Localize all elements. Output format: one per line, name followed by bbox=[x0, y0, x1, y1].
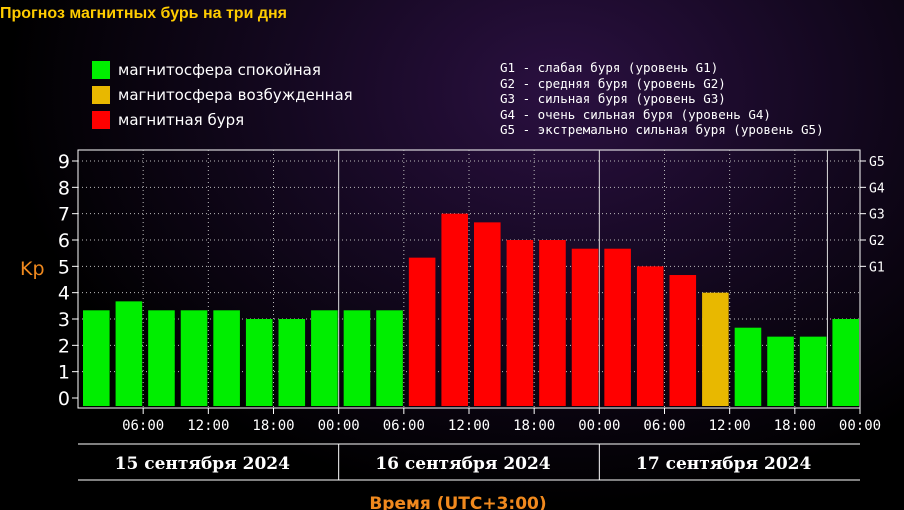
kp-bar bbox=[636, 266, 664, 406]
kp-bar bbox=[441, 213, 468, 406]
kp-bar bbox=[571, 248, 599, 406]
legend-item-quiet: магнитосфера спокойная bbox=[92, 61, 321, 79]
kp-bar bbox=[311, 310, 338, 406]
legend-swatch-storm bbox=[92, 111, 110, 129]
legend-swatch-quiet bbox=[92, 61, 110, 79]
kp-bar bbox=[180, 310, 208, 406]
kp-bar bbox=[343, 310, 371, 406]
x-tick-label: 12:00 bbox=[448, 418, 490, 434]
storm-level-list: G1 - слабая буря (уровень G1) G2 - средн… bbox=[500, 60, 824, 138]
y-tick-label: 4 bbox=[58, 283, 70, 305]
g-tick-label: G1 bbox=[869, 260, 885, 275]
y-tick-label: 0 bbox=[58, 388, 70, 410]
g-tick-label: G4 bbox=[869, 181, 885, 196]
kp-bar bbox=[83, 310, 110, 406]
kp-bar bbox=[278, 319, 306, 406]
y-tick-label: 3 bbox=[58, 309, 70, 331]
kp-bar bbox=[702, 292, 729, 406]
kp-bar bbox=[408, 257, 436, 406]
legend-item-storm: магнитная буря bbox=[92, 111, 244, 129]
legend-label-excited: магнитосфера возбужденная bbox=[118, 86, 353, 104]
kp-bar bbox=[148, 310, 175, 406]
x-tick-label: 06:00 bbox=[122, 418, 164, 434]
day-label: 17 сентября 2024 bbox=[636, 454, 811, 474]
x-tick-label: 06:00 bbox=[643, 418, 685, 434]
storm-level-g3: G3 - сильная буря (уровень G3) bbox=[500, 91, 726, 106]
kp-bar bbox=[376, 310, 403, 406]
kp-bar bbox=[506, 240, 534, 406]
x-tick-label: 18:00 bbox=[774, 418, 816, 434]
kp-bar bbox=[734, 327, 762, 406]
storm-level-g5: G5 - экстремально сильная буря (уровень … bbox=[500, 122, 824, 137]
x-tick-label: 00:00 bbox=[318, 418, 360, 434]
x-tick-label: 18:00 bbox=[252, 418, 294, 434]
kp-bar bbox=[832, 319, 859, 406]
kp-bar bbox=[245, 319, 273, 406]
legend-label-quiet: магнитосфера спокойная bbox=[118, 61, 321, 79]
kp-bar bbox=[767, 336, 794, 406]
kp-bar bbox=[604, 248, 631, 406]
day-label: 15 сентября 2024 bbox=[115, 454, 290, 474]
legend-label-storm: магнитная буря bbox=[118, 111, 245, 129]
g-tick-label: G3 bbox=[869, 208, 885, 223]
x-axis-label: Время (UTC+3:00) bbox=[369, 494, 546, 510]
legend-swatch-excited bbox=[92, 86, 110, 104]
y-tick-label: 1 bbox=[58, 362, 70, 384]
y-tick-label: 9 bbox=[58, 151, 70, 173]
y-axis-label: Kp bbox=[20, 258, 45, 280]
g-tick-label: G5 bbox=[869, 155, 885, 170]
kp-bar bbox=[213, 310, 240, 406]
kp-bar bbox=[474, 222, 501, 406]
kp-bar bbox=[669, 275, 697, 406]
storm-level-g1: G1 - слабая буря (уровень G1) bbox=[500, 60, 719, 75]
y-tick-label: 6 bbox=[58, 230, 70, 252]
day-label: 16 сентября 2024 bbox=[375, 454, 550, 474]
x-tick-label: 00:00 bbox=[839, 418, 881, 434]
x-tick-label: 12:00 bbox=[709, 418, 751, 434]
x-tick-label: 12:00 bbox=[187, 418, 229, 434]
y-tick-label: 5 bbox=[58, 256, 70, 278]
kp-bar bbox=[115, 301, 143, 406]
kp-bar bbox=[799, 336, 827, 406]
x-tick-label: 00:00 bbox=[578, 418, 620, 434]
g-tick-label: G2 bbox=[869, 234, 885, 249]
y-tick-label: 2 bbox=[58, 335, 70, 357]
legend-item-excited: магнитосфера возбужденная bbox=[92, 86, 353, 104]
storm-level-g4: G4 - очень сильная буря (уровень G4) bbox=[500, 106, 771, 122]
kp-bar bbox=[539, 240, 566, 406]
storm-level-g2: G2 - средняя буря (уровень G2) bbox=[500, 75, 726, 91]
y-tick-label: 7 bbox=[58, 204, 70, 226]
x-tick-label: 06:00 bbox=[383, 418, 425, 434]
page-title: Прогноз магнитных бурь на три дня bbox=[0, 5, 287, 22]
y-tick-label: 8 bbox=[58, 177, 70, 199]
x-tick-label: 18:00 bbox=[513, 418, 555, 434]
